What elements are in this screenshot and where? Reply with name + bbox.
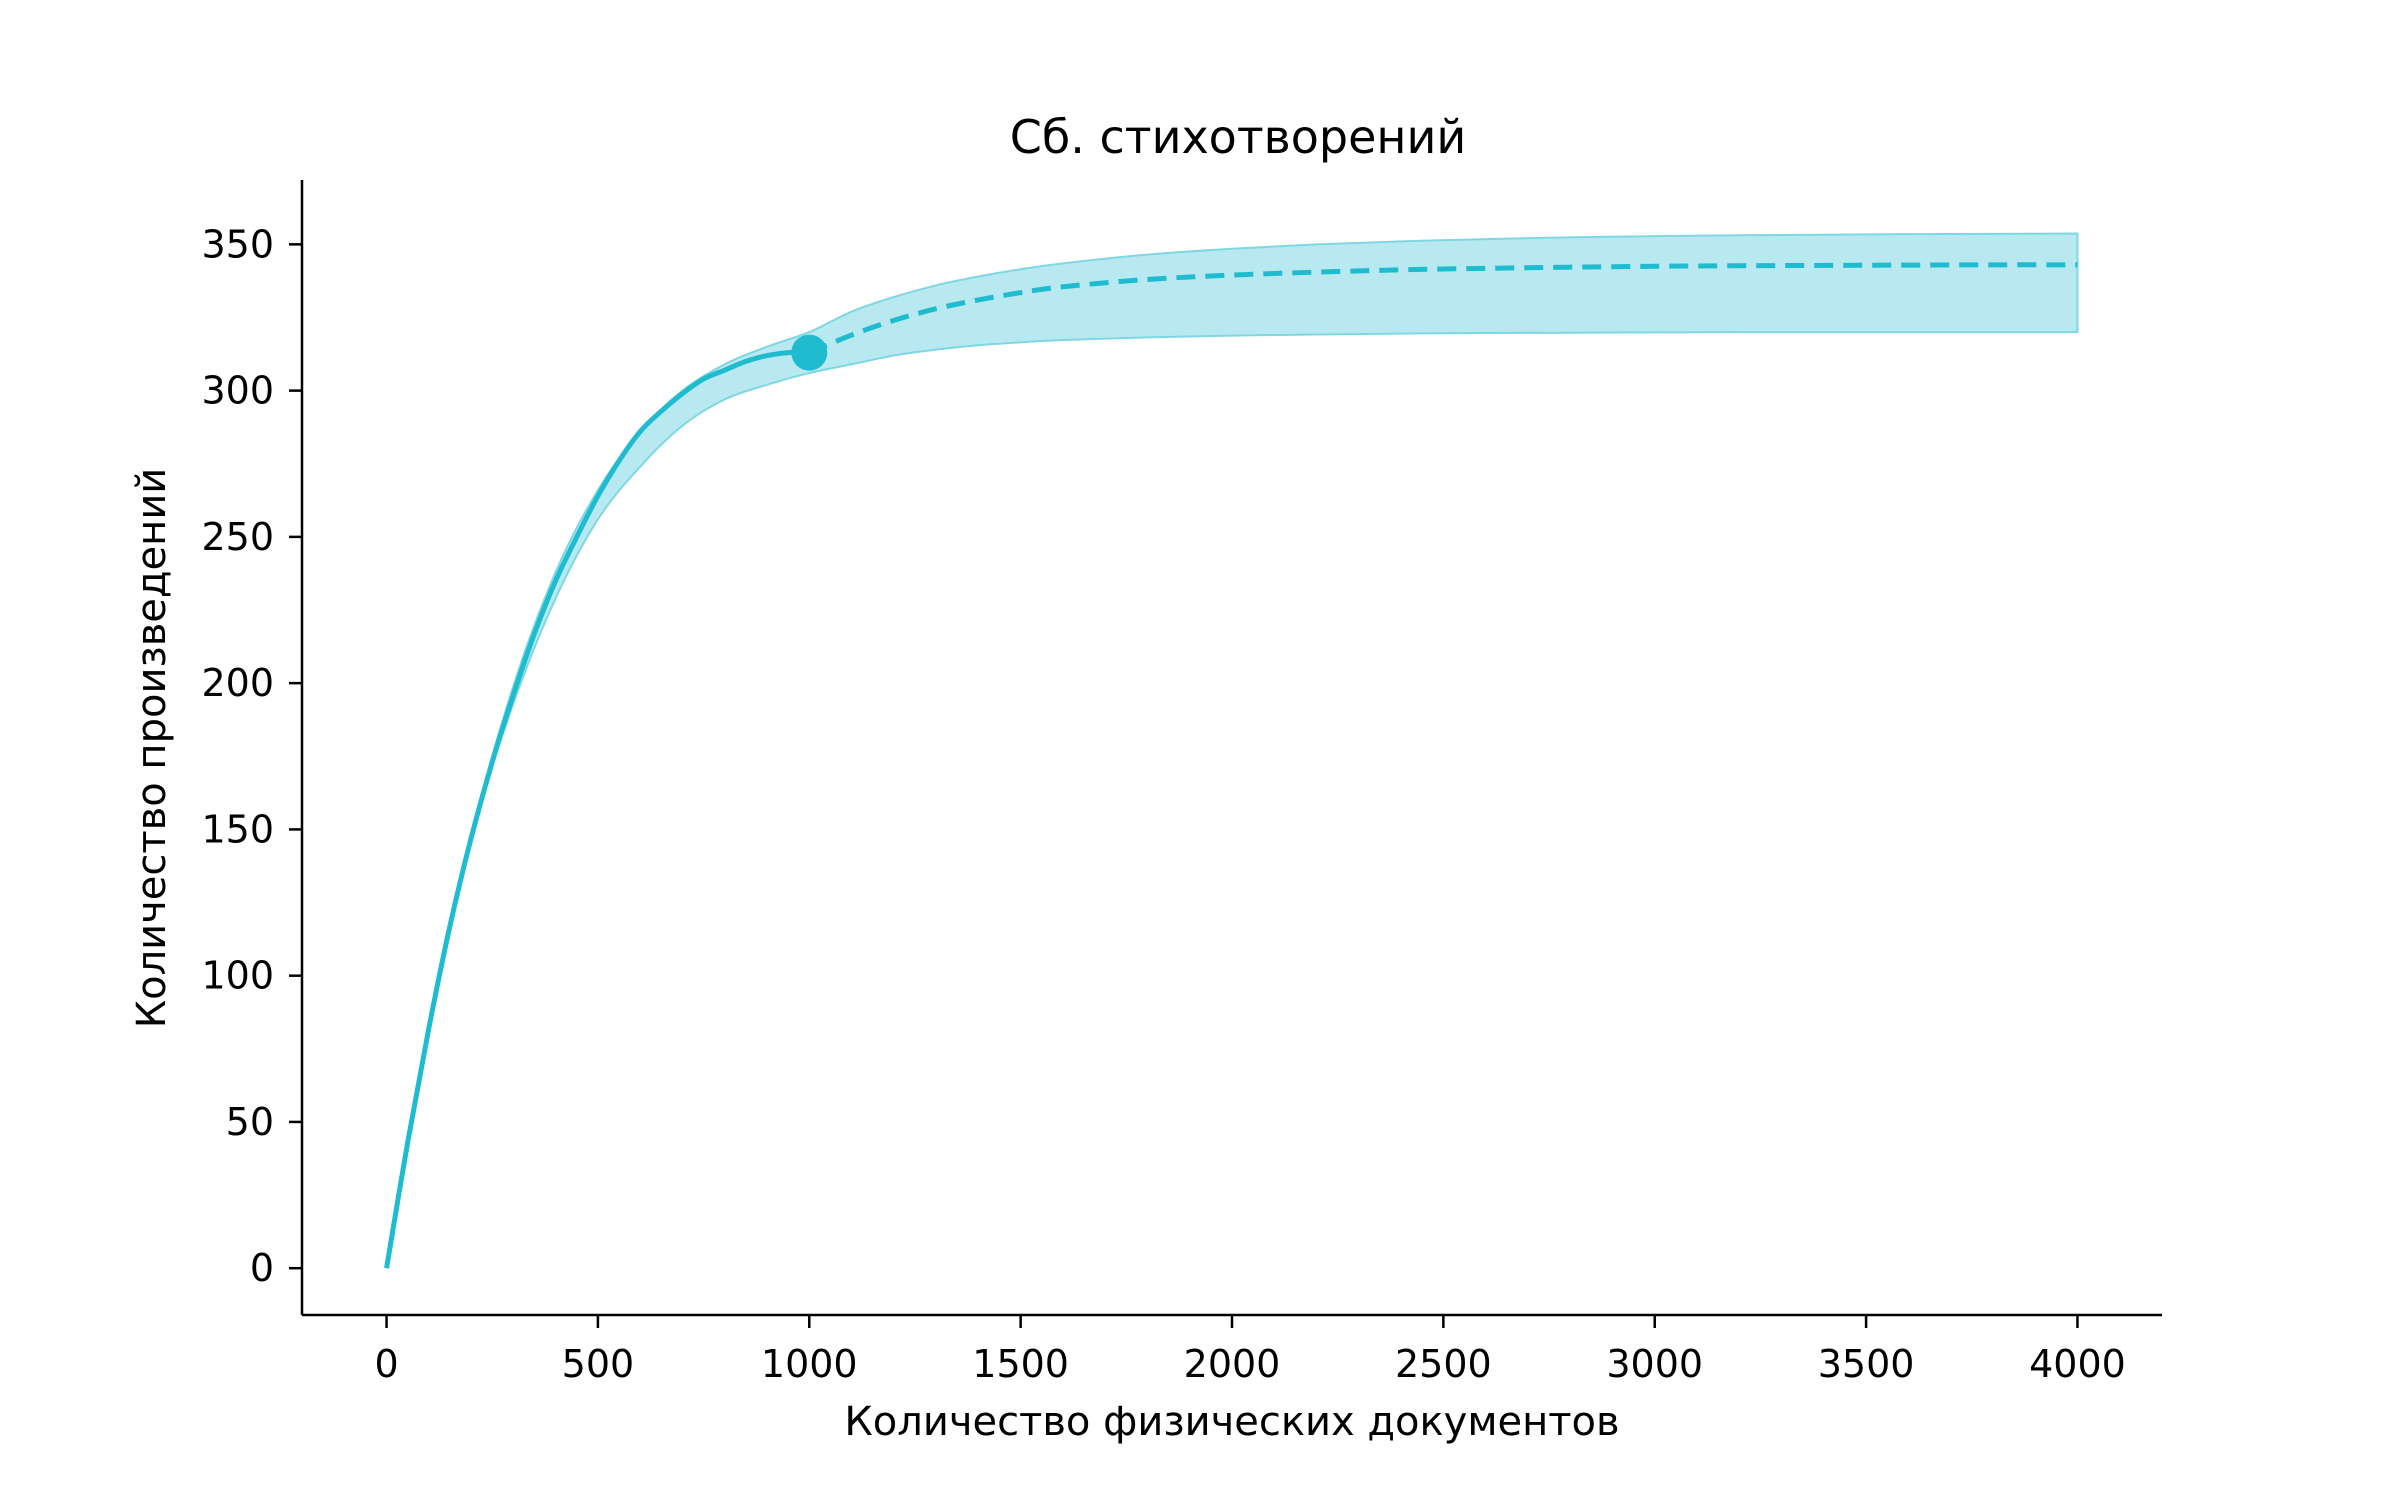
chart-title: Сб. стихотворений [1010, 110, 1467, 164]
y-tick-label: 150 [201, 807, 274, 851]
y-axis-ticks: 0 50 100 150 200 250 300 350 [201, 222, 302, 1290]
y-tick-label: 50 [226, 1100, 274, 1144]
y-tick-label: 250 [201, 515, 274, 559]
x-axis-label: Количество физических документов [844, 1399, 1619, 1445]
y-tick-label: 100 [201, 954, 274, 998]
y-axis-label: Количество произведений [129, 468, 175, 1029]
x-tick-label: 3000 [1606, 1342, 1703, 1386]
observed-line [384, 349, 810, 1269]
x-tick-label: 4000 [2029, 1342, 2126, 1386]
x-axis-ticks: 0 500 1000 1500 2000 2500 3000 3500 4000 [374, 1315, 2126, 1386]
y-tick-label: 200 [201, 661, 274, 705]
x-tick-label: 3500 [1818, 1342, 1915, 1386]
confidence-band [385, 232, 2079, 1269]
x-tick-label: 2000 [1184, 1342, 1281, 1386]
extrapolated-line [808, 262, 2078, 355]
x-tick-label: 500 [562, 1342, 635, 1386]
y-tick-label: 0 [250, 1246, 274, 1290]
x-tick-label: 1500 [972, 1342, 1069, 1386]
y-tick-label: 350 [201, 222, 274, 266]
x-tick-label: 2500 [1395, 1342, 1492, 1386]
x-tick-label: 1000 [761, 1342, 858, 1386]
current-point-marker [791, 334, 828, 371]
y-tick-label: 300 [201, 369, 274, 413]
x-tick-label: 0 [374, 1342, 398, 1386]
